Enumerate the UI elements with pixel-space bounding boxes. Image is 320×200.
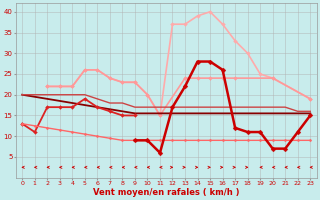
X-axis label: Vent moyen/en rafales ( km/h ): Vent moyen/en rafales ( km/h ) bbox=[93, 188, 239, 197]
